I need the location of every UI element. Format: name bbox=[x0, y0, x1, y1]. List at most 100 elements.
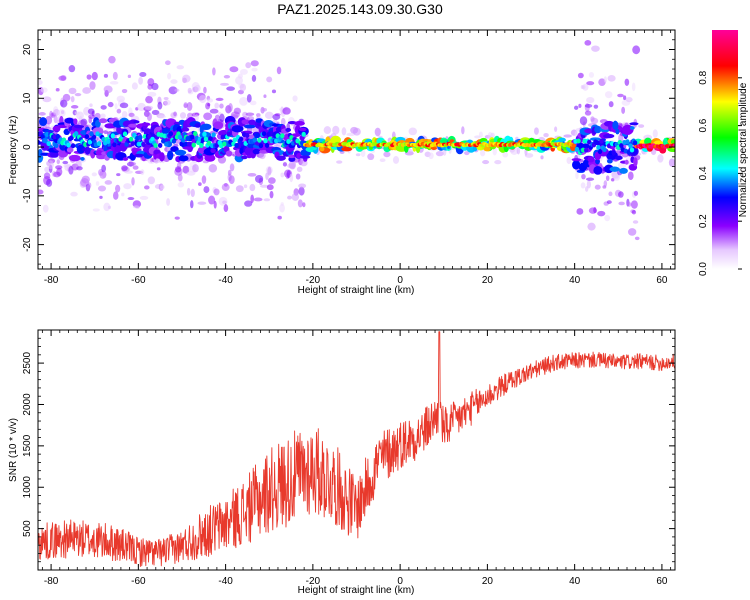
spectrogram-x-tick-label: -60 bbox=[131, 275, 146, 286]
spectrogram-speckle bbox=[627, 228, 637, 236]
spectrogram-speckle bbox=[524, 153, 534, 158]
spectrogram-ridge-cell bbox=[222, 141, 227, 147]
spectrogram-speckle bbox=[584, 110, 592, 116]
spectrogram-speckle bbox=[621, 106, 626, 114]
spectrogram-speckle bbox=[624, 78, 630, 86]
spectrogram-speckle bbox=[167, 72, 172, 80]
spectrogram-speckle bbox=[70, 191, 78, 197]
snr-x-tick-label: -60 bbox=[131, 576, 146, 587]
spectrogram-speckle bbox=[44, 166, 50, 173]
spectrogram-speckle bbox=[608, 191, 613, 197]
spectrogram-speckle bbox=[55, 88, 60, 92]
snr-x-tick-label: -20 bbox=[306, 576, 321, 587]
spectrogram-ridge-cell bbox=[191, 142, 196, 148]
spectrogram-blob bbox=[472, 146, 478, 152]
spectrogram-ridge-cell bbox=[301, 131, 306, 137]
spectrogram-speckle bbox=[99, 195, 103, 199]
spectrogram-blob bbox=[80, 156, 85, 161]
spectrogram-blob bbox=[174, 149, 187, 156]
spectrogram-speckle bbox=[95, 181, 100, 186]
spectrogram-ridge-cell bbox=[38, 139, 41, 145]
spectrogram-speckle bbox=[218, 196, 228, 206]
spectrogram-speckle bbox=[219, 103, 224, 109]
spectrogram-ridge-cell bbox=[199, 143, 204, 149]
spectrogram-ridge-cell bbox=[84, 134, 90, 140]
spectrogram-speckle bbox=[632, 220, 639, 224]
spectrogram-blob bbox=[95, 150, 103, 156]
spectrogram-speckle bbox=[578, 103, 582, 108]
spectrogram-speckle bbox=[250, 60, 259, 67]
spectrogram-speckle bbox=[113, 191, 119, 200]
spectrogram-speckle bbox=[115, 184, 121, 193]
spectrogram-speckle bbox=[603, 180, 608, 187]
spectrogram-speckle bbox=[407, 148, 414, 155]
spectrogram-blob bbox=[319, 146, 325, 152]
spectrogram-speckle bbox=[540, 155, 544, 160]
spectrogram-speckle bbox=[379, 158, 386, 163]
spectrogram-ridge-cell bbox=[70, 143, 76, 149]
spectrogram-speckle bbox=[208, 195, 216, 205]
spectrogram-speckle bbox=[70, 96, 75, 103]
spectrogram-blob bbox=[49, 151, 59, 158]
spectrogram-speckle bbox=[215, 97, 224, 101]
spectrogram-speckle bbox=[576, 208, 584, 215]
spectrogram-speckle bbox=[87, 182, 92, 189]
spectrogram-ridge-cell bbox=[611, 150, 616, 156]
spectrogram-speckle bbox=[56, 159, 60, 165]
spectrogram-speckle bbox=[227, 169, 232, 176]
spectrogram-speckle bbox=[83, 106, 91, 116]
spectrogram-speckle bbox=[586, 97, 595, 104]
spectrogram-ridge-cell bbox=[672, 143, 675, 148]
spectrogram-speckle bbox=[62, 93, 71, 102]
spectrogram-speckle bbox=[86, 74, 92, 80]
spectrogram-ridge-cell bbox=[43, 138, 48, 144]
spectrogram-ridge-cell bbox=[106, 138, 111, 144]
spectrogram-blob bbox=[134, 153, 145, 158]
spectrogram-speckle bbox=[174, 88, 180, 92]
spectrogram-ridge-cell bbox=[157, 142, 163, 148]
spectrogram-speckle bbox=[461, 126, 465, 135]
spectrogram-speckle bbox=[157, 101, 163, 110]
spectrogram-ridge-cell bbox=[286, 139, 291, 145]
spectrogram-speckle bbox=[280, 202, 284, 206]
spectrogram-blob bbox=[330, 135, 341, 144]
spectrogram-blob bbox=[341, 146, 353, 152]
spectrogram-speckle bbox=[276, 66, 282, 75]
spectrogram-speckle bbox=[58, 75, 67, 81]
colorbar-ticks: 0.0 0.2 0.4 0.6 0.8 bbox=[698, 70, 742, 276]
spectrogram-speckle bbox=[109, 81, 119, 85]
spectrogram-blob bbox=[670, 139, 675, 145]
spectrogram-speckle bbox=[631, 82, 636, 92]
spectrogram-speckle bbox=[179, 112, 187, 119]
spectrogram-ticks bbox=[38, 29, 675, 269]
spectrogram-speckle bbox=[464, 151, 470, 156]
colorbar-tick-label: 0.8 bbox=[698, 70, 709, 84]
spectrogram-speckle bbox=[198, 94, 207, 104]
spectrogram-speckle bbox=[574, 105, 579, 110]
spectrogram-speckle bbox=[251, 67, 258, 72]
spectrogram-speckle bbox=[124, 170, 133, 174]
spectrogram-ridge-cell bbox=[629, 147, 635, 153]
spectrogram-speckle bbox=[99, 124, 105, 129]
spectrogram-ridge-cell bbox=[40, 134, 45, 140]
spectrogram-speckle bbox=[121, 88, 128, 94]
spectrogram-ridge-cell bbox=[66, 142, 71, 148]
spectrogram-speckle bbox=[103, 202, 111, 212]
spectrogram-speckle bbox=[214, 102, 220, 109]
spectrogram-speckle bbox=[119, 102, 129, 109]
spectrogram-speckle bbox=[288, 160, 297, 170]
spectrogram-speckle bbox=[291, 193, 300, 201]
spectrogram-speckle bbox=[605, 175, 610, 182]
spectrogram-blob bbox=[276, 155, 286, 161]
spectrogram-speckle bbox=[266, 76, 273, 83]
spectrogram-speckle bbox=[159, 184, 165, 190]
spectrogram-speckle bbox=[187, 87, 192, 94]
spectrogram-speckle bbox=[177, 182, 185, 188]
spectrogram-speckle bbox=[104, 180, 113, 185]
spectrogram-speckle bbox=[580, 182, 586, 189]
spectrogram-speckle bbox=[289, 173, 294, 183]
spectrogram-speckle bbox=[100, 113, 106, 119]
spectrogram-speckle bbox=[166, 198, 171, 206]
spectrogram-panel: -80 -60 -40 -20 0 20 40 60 -20 -10 0 10 20 Height o… bbox=[8, 29, 676, 296]
spectrogram-blob bbox=[167, 150, 174, 161]
